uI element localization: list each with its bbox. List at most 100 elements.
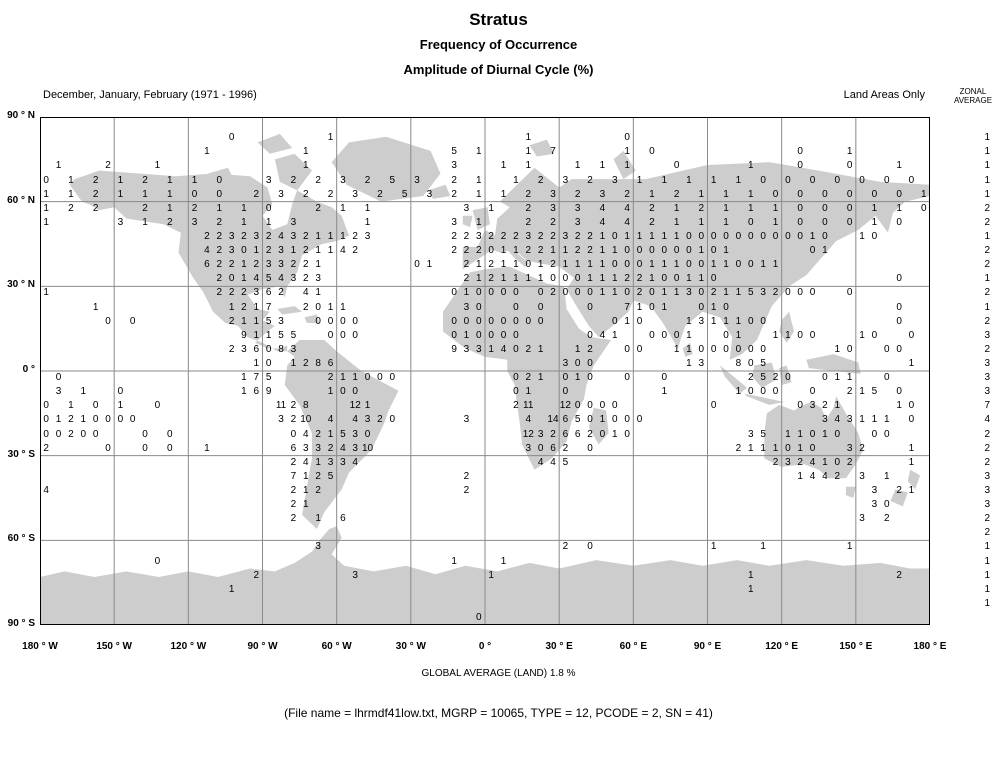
grid-value: 5: [265, 372, 272, 384]
grid-value: 1: [204, 146, 210, 158]
grid-value: 1: [747, 188, 754, 200]
grid-value: 1: [364, 202, 371, 214]
grid-value: 12: [559, 400, 571, 412]
grid-value: 1: [599, 259, 606, 271]
grid-value: 5: [760, 428, 766, 440]
grid-value: 1: [142, 188, 148, 200]
grid-value: 4: [340, 245, 346, 257]
grid-value: 1: [315, 230, 321, 242]
grid-value: 0: [797, 160, 803, 172]
grid-value: 0: [476, 287, 482, 299]
grid-value: 1: [649, 188, 655, 200]
grid-value: 1: [772, 329, 779, 341]
lon-tick-label: 60 ° W: [321, 641, 352, 652]
grid-value: 3: [451, 216, 457, 228]
grid-value: 1: [908, 357, 915, 369]
grid-value: 2: [500, 230, 507, 242]
grid-value: 4: [327, 414, 334, 426]
grid-value: 0: [896, 273, 902, 285]
grid-value: 9: [265, 386, 272, 398]
grid-value: 1: [352, 372, 358, 384]
grid-value: 3: [278, 315, 284, 327]
grid-value: 0: [747, 357, 754, 369]
grid-value: 1: [661, 287, 668, 299]
grid-value: 3: [315, 541, 321, 553]
grid-value: 14: [547, 414, 559, 426]
grid-value: 1: [525, 386, 532, 398]
grid-value: 2: [550, 428, 556, 440]
grid-value: 0: [871, 329, 878, 341]
grid-value: 1: [537, 343, 544, 355]
grid-value: 2: [649, 202, 655, 214]
grid-value: 0: [797, 230, 803, 242]
grid-value: 0: [822, 372, 828, 384]
grid-value: 0: [908, 329, 915, 341]
landmass: [907, 469, 921, 490]
grid-value: 0: [710, 230, 717, 242]
grid-value: 1: [859, 329, 865, 341]
grid-value: 3: [871, 484, 878, 496]
grid-value: 1: [537, 372, 544, 384]
grid-value: 1: [649, 273, 655, 285]
grid-value: 1: [340, 202, 346, 214]
grid-value: 1: [525, 146, 532, 158]
grid-value: 0: [537, 287, 544, 299]
grid-value: 2: [216, 245, 223, 257]
grid-value: 0: [562, 287, 569, 299]
grid-value: 1: [797, 442, 803, 454]
grid-value: 3: [686, 287, 692, 299]
grid-value: 6: [204, 259, 210, 271]
grid-value: 1: [587, 259, 593, 271]
grid-value: 3: [364, 230, 371, 242]
grid-value: 0: [747, 216, 754, 228]
grid-value: 1: [513, 245, 519, 257]
grid-value: 1: [228, 301, 235, 313]
lon-tick-label: 150 ° W: [96, 641, 132, 652]
grid-value: 3: [352, 442, 358, 454]
grid-value: 0: [265, 343, 272, 355]
grid-value: 6: [550, 442, 556, 454]
grid-value: 5: [401, 188, 408, 200]
landmass: [69, 170, 350, 352]
grid-value: 6: [290, 442, 297, 454]
grid-value: 0: [785, 230, 791, 242]
grid-value: 7: [624, 301, 630, 313]
landmass: [208, 167, 236, 188]
grid-value: 1: [315, 287, 321, 299]
grid-value: 1: [698, 273, 705, 285]
grid-value: 3: [476, 343, 482, 355]
grid-value: 1: [723, 287, 729, 299]
grid-value: 1: [723, 188, 729, 200]
grid-value: 0: [785, 174, 791, 186]
grid-value: 1: [735, 386, 742, 398]
grid-value: 0: [154, 555, 161, 567]
grid-value: 0: [80, 428, 87, 440]
grid-value: 2: [525, 343, 532, 355]
grid-value: 0: [352, 315, 358, 327]
grid-value: 1: [265, 329, 272, 341]
grid-value: 1: [525, 132, 532, 144]
grid-value: 10: [300, 414, 312, 426]
grid-value: 1: [723, 315, 729, 327]
grid-value: 1: [661, 230, 668, 242]
grid-value: 2: [216, 273, 223, 285]
grid-value: 1: [513, 174, 519, 186]
grid-value: 0: [723, 329, 729, 341]
grid-value: 2: [735, 442, 742, 454]
grid-value: 0: [686, 245, 692, 257]
grid-value: 2: [315, 484, 321, 496]
grid-value: 0: [327, 329, 334, 341]
grid-value: 2: [488, 273, 494, 285]
grid-value: 2: [636, 287, 643, 299]
grid-value: 5: [760, 372, 766, 384]
grid-value: 0: [809, 428, 816, 440]
grid-value: 0: [723, 230, 729, 242]
grid-value: 0: [822, 230, 828, 242]
grid-value: 3: [574, 216, 581, 228]
grid-value: 0: [599, 428, 606, 440]
grid-value: 1: [476, 216, 482, 228]
grid-value: 1: [834, 343, 841, 355]
grid-value: 1: [513, 259, 519, 271]
grid-value: 3: [364, 414, 371, 426]
